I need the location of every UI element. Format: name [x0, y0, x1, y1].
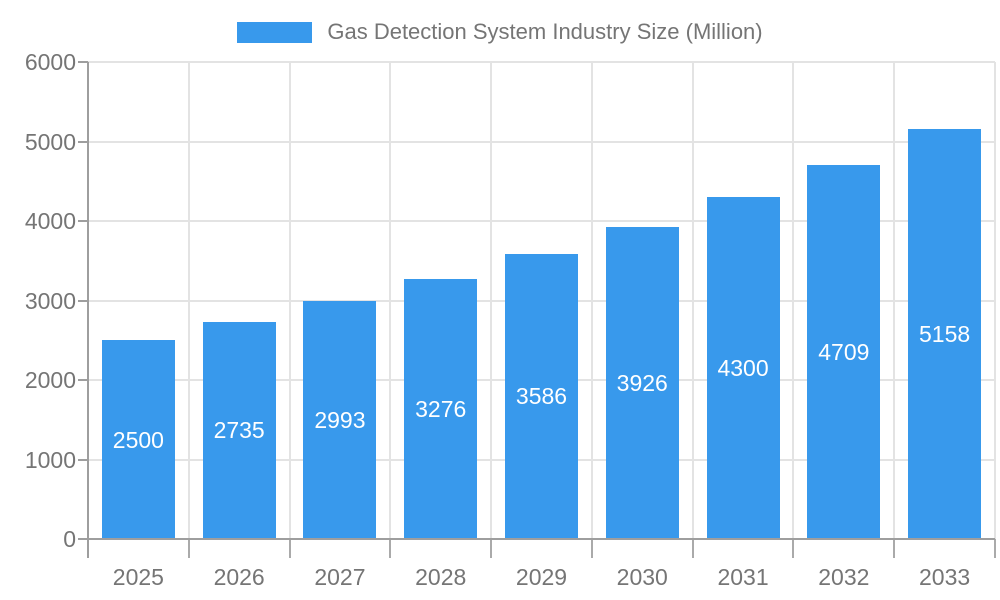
- bar: [706, 197, 780, 539]
- bar-value-label: 4709: [818, 338, 870, 365]
- x-tick: [691, 539, 694, 558]
- y-tick: [78, 140, 88, 143]
- x-gridline: [288, 62, 291, 539]
- bar: [605, 226, 679, 539]
- y-tick-label: 1000: [24, 446, 76, 473]
- x-axis-line: [78, 538, 995, 540]
- x-gridline: [490, 62, 493, 539]
- x-tick-label: 2030: [616, 564, 668, 590]
- chart-legend: Gas Detection System Industry Size (Mill…: [0, 19, 1000, 45]
- legend-color-swatch: [237, 21, 313, 43]
- y-tick-label: 3000: [24, 287, 76, 314]
- y-tick: [78, 299, 88, 302]
- bar-value-label: 4300: [717, 355, 769, 382]
- y-axis-line: [87, 62, 89, 558]
- x-tick-label: 2025: [112, 564, 164, 590]
- y-tick-label: 6000: [24, 49, 76, 75]
- x-gridline: [792, 62, 795, 539]
- x-gridline: [994, 62, 996, 539]
- legend-label: Gas Detection System Industry Size (Mill…: [327, 19, 763, 44]
- y-gridline: [88, 140, 995, 143]
- x-tick: [288, 539, 291, 558]
- bar: [908, 128, 982, 539]
- y-tick: [78, 220, 88, 222]
- legend-item[interactable]: Gas Detection System Industry Size (Mill…: [237, 19, 763, 45]
- x-tick: [389, 539, 392, 558]
- y-tick: [78, 379, 88, 381]
- x-gridline: [389, 62, 392, 539]
- y-tick-label: 2000: [24, 367, 76, 393]
- x-tick-label: 2029: [515, 564, 568, 590]
- x-tick-label: 2026: [213, 564, 265, 590]
- y-tick-label: 4000: [24, 208, 76, 234]
- bar-value-label: 2993: [314, 407, 366, 434]
- x-tick-label: 2028: [415, 564, 467, 590]
- y-tick: [78, 61, 88, 63]
- bar-value-label: 2735: [213, 417, 265, 444]
- x-tick: [187, 539, 190, 558]
- bar-value-label: 5158: [919, 320, 971, 347]
- bar-value-label: 3586: [515, 383, 568, 410]
- x-tick-label: 2033: [919, 564, 971, 590]
- x-gridline: [590, 62, 593, 539]
- bar-value-label: 3926: [616, 369, 668, 396]
- x-gridline: [691, 62, 694, 539]
- y-tick: [78, 458, 88, 461]
- bar-value-label: 3276: [415, 395, 467, 422]
- x-tick: [792, 539, 795, 558]
- y-tick-label: 0: [63, 526, 76, 552]
- bar: [505, 253, 578, 539]
- x-tick-label: 2031: [717, 564, 769, 590]
- x-tick: [590, 539, 593, 558]
- y-gridline: [88, 220, 995, 222]
- x-tick: [994, 539, 996, 558]
- x-tick-label: 2032: [818, 564, 870, 590]
- bar: [202, 321, 276, 539]
- x-gridline: [187, 62, 190, 539]
- plot-area: 0 1000 2000 3000 4000 5000 6000 2500 2025 2735 202…: [25, 49, 996, 590]
- y-gridline: [88, 61, 995, 63]
- bar: [807, 164, 881, 539]
- x-tick: [490, 539, 493, 558]
- x-tick-label: 2027: [314, 564, 366, 590]
- bar-value-label: 2500: [112, 426, 164, 453]
- bar: [303, 301, 377, 539]
- y-tick-label: 5000: [24, 128, 76, 155]
- x-gridline: [893, 62, 896, 539]
- bar: [101, 340, 175, 539]
- x-tick: [893, 539, 896, 558]
- bar: [404, 278, 478, 539]
